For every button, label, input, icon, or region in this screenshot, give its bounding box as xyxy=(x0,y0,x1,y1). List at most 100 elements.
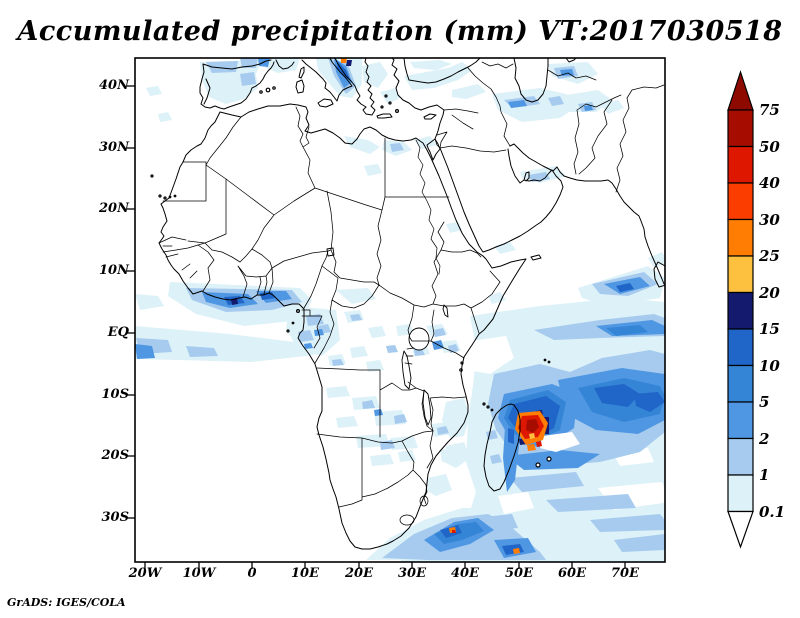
map-shape xyxy=(419,495,429,507)
map-shape xyxy=(527,444,536,451)
map-shape xyxy=(173,194,177,198)
map-shape xyxy=(168,195,172,199)
map-shape xyxy=(492,88,578,122)
map-shape xyxy=(464,336,514,374)
lon-label-40e: 40E xyxy=(451,566,479,581)
map-shape xyxy=(134,57,666,563)
map-shape xyxy=(434,328,446,337)
coastline-sinai xyxy=(426,138,441,161)
lon-label-50e: 50E xyxy=(505,566,533,581)
coastline-italy xyxy=(301,58,353,102)
legend-label-20: 20 xyxy=(759,284,780,302)
map-shape xyxy=(528,172,550,182)
map-shape xyxy=(368,326,386,338)
map-shape xyxy=(291,321,295,325)
map-shape xyxy=(286,329,290,333)
lat-ticks xyxy=(127,85,135,519)
grads-attribution: GrADS: IGES/COLA xyxy=(7,596,126,609)
map-shape xyxy=(158,112,172,122)
map-shape xyxy=(506,450,600,470)
map-shape xyxy=(399,514,415,526)
map-shape xyxy=(370,454,394,466)
map-shape xyxy=(362,62,388,88)
map-shape xyxy=(350,346,368,358)
map-shape xyxy=(452,530,456,533)
map-shape xyxy=(490,454,502,464)
island-dots xyxy=(150,86,552,468)
map-shape xyxy=(535,462,541,468)
map-shape xyxy=(272,86,276,90)
map-shape xyxy=(390,436,418,450)
map-shape xyxy=(546,456,552,462)
colorbar-arrow-bottom xyxy=(727,510,754,549)
nile-river xyxy=(415,139,441,275)
map-shape xyxy=(388,101,392,105)
coastline-caspian xyxy=(513,58,577,103)
map-shape xyxy=(344,136,380,154)
map-shape xyxy=(314,329,324,336)
cyclone-eye-gap xyxy=(540,432,580,452)
map-shape xyxy=(341,58,347,63)
lon-label-20e: 20E xyxy=(345,566,373,581)
map-shape xyxy=(336,288,376,304)
map-shape xyxy=(508,100,527,108)
legend-label-50: 50 xyxy=(759,138,780,156)
lon-label-10e: 10E xyxy=(291,566,319,581)
map-shape xyxy=(529,433,535,439)
map-shape xyxy=(498,492,534,514)
coastline-balkans-greece xyxy=(334,58,376,116)
legend-segment xyxy=(727,109,754,148)
lat-label-20n: 20N xyxy=(99,201,129,216)
map-shape xyxy=(459,368,463,372)
map-shape xyxy=(264,58,300,73)
map-shape xyxy=(186,346,218,357)
map-shape xyxy=(543,358,547,362)
map-shape xyxy=(546,494,636,512)
map-shape xyxy=(332,359,344,366)
map-shape xyxy=(336,416,358,428)
lat-label-30n: 30N xyxy=(99,140,129,155)
map-shape xyxy=(510,472,584,492)
map-shape xyxy=(444,442,470,468)
colorbar xyxy=(727,70,754,549)
coastline-islands xyxy=(295,66,542,261)
map-shape xyxy=(366,360,384,372)
legend-label-15: 15 xyxy=(759,320,780,338)
map-shape xyxy=(526,419,539,433)
lon-label-0: 0 xyxy=(247,566,257,581)
map-shape xyxy=(437,426,449,435)
map-shape xyxy=(380,88,400,104)
map-shape xyxy=(513,548,520,554)
legend-segment xyxy=(727,291,754,330)
legend-segment xyxy=(727,474,754,513)
coastline-blacksea xyxy=(403,58,481,84)
map-shape xyxy=(634,392,665,412)
map-shape xyxy=(206,61,238,73)
map-shape xyxy=(494,242,516,254)
map-shape xyxy=(486,405,490,409)
map-shape xyxy=(401,350,412,390)
map-shape xyxy=(560,90,612,112)
map-shape xyxy=(594,384,640,407)
borders-enclaves xyxy=(399,495,429,526)
legend-segment xyxy=(727,328,754,367)
map-shape xyxy=(606,325,648,336)
legend-label-10: 10 xyxy=(759,357,780,375)
legend-label-1: 1 xyxy=(759,466,770,484)
map-shape xyxy=(442,398,470,438)
lat-label-10n: 10N xyxy=(99,263,129,278)
map-shape xyxy=(298,330,314,342)
borders-middle-east xyxy=(434,61,665,193)
map-shape xyxy=(408,327,430,351)
map-shape xyxy=(346,60,352,66)
map-shape xyxy=(380,105,384,109)
borders-southern-africa xyxy=(316,367,434,508)
legend-segment xyxy=(727,401,754,440)
map-shape xyxy=(548,96,564,106)
colorbar-arrow-top xyxy=(727,70,754,111)
map-shape xyxy=(146,86,162,96)
coastline-levant-turkey xyxy=(391,58,445,140)
map-shape xyxy=(552,452,565,461)
map-shape xyxy=(304,343,313,349)
